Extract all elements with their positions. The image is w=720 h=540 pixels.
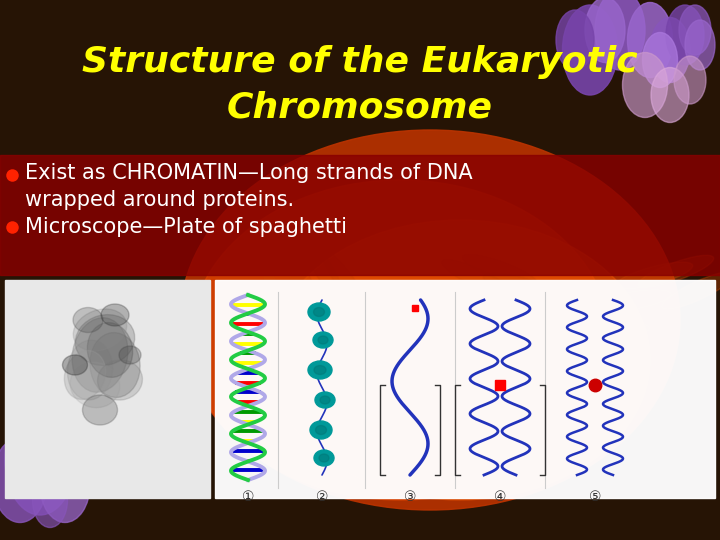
Ellipse shape <box>313 307 325 316</box>
Ellipse shape <box>421 284 491 327</box>
Ellipse shape <box>381 323 444 376</box>
Ellipse shape <box>401 311 467 359</box>
Ellipse shape <box>40 448 90 523</box>
Text: Structure of the Eukaryotic: Structure of the Eukaryotic <box>82 45 638 79</box>
Ellipse shape <box>570 322 650 341</box>
Ellipse shape <box>320 396 330 404</box>
Bar <box>5 280 210 498</box>
Ellipse shape <box>341 281 395 343</box>
Ellipse shape <box>87 322 132 377</box>
Ellipse shape <box>666 5 704 65</box>
Ellipse shape <box>68 340 112 400</box>
Ellipse shape <box>315 392 335 408</box>
Ellipse shape <box>562 5 618 95</box>
Text: wrapped around proteins.: wrapped around proteins. <box>25 190 294 210</box>
Ellipse shape <box>623 52 667 118</box>
Ellipse shape <box>308 361 332 379</box>
Ellipse shape <box>32 472 68 528</box>
Ellipse shape <box>650 17 690 83</box>
Ellipse shape <box>662 272 720 309</box>
Ellipse shape <box>319 454 329 462</box>
Ellipse shape <box>593 289 672 312</box>
Ellipse shape <box>315 426 326 435</box>
Ellipse shape <box>180 130 680 510</box>
Ellipse shape <box>628 3 672 78</box>
Ellipse shape <box>190 180 610 500</box>
Ellipse shape <box>616 262 693 289</box>
Text: Microscope—Plate of spaghetti: Microscope—Plate of spaghetti <box>25 217 347 237</box>
Ellipse shape <box>90 333 140 397</box>
Ellipse shape <box>595 0 645 70</box>
Ellipse shape <box>101 304 129 326</box>
Ellipse shape <box>5 405 75 515</box>
Text: ⑤: ⑤ <box>589 490 601 504</box>
Bar <box>215 280 715 498</box>
Ellipse shape <box>679 5 711 55</box>
Text: Exist as CHROMATIN—Long strands of DNA: Exist as CHROMATIN—Long strands of DNA <box>25 163 472 183</box>
Bar <box>0 155 720 275</box>
Text: Chromosome: Chromosome <box>227 91 493 125</box>
Ellipse shape <box>0 437 48 523</box>
Text: ③: ③ <box>404 490 416 504</box>
Ellipse shape <box>64 350 106 400</box>
Ellipse shape <box>63 355 88 375</box>
Ellipse shape <box>556 10 594 70</box>
Ellipse shape <box>314 366 326 375</box>
Ellipse shape <box>585 0 625 63</box>
Ellipse shape <box>462 254 538 287</box>
Ellipse shape <box>361 311 419 369</box>
Ellipse shape <box>76 315 135 366</box>
Ellipse shape <box>73 309 127 351</box>
Ellipse shape <box>119 346 141 364</box>
Ellipse shape <box>674 56 706 104</box>
Ellipse shape <box>483 273 561 300</box>
Text: ②: ② <box>316 490 328 504</box>
Ellipse shape <box>308 303 330 321</box>
Ellipse shape <box>526 334 606 353</box>
Ellipse shape <box>441 260 515 297</box>
Text: ④: ④ <box>494 490 506 504</box>
Ellipse shape <box>283 245 321 318</box>
Ellipse shape <box>548 340 628 358</box>
Ellipse shape <box>642 32 678 87</box>
Ellipse shape <box>639 255 714 287</box>
Ellipse shape <box>313 332 333 348</box>
Ellipse shape <box>302 235 346 305</box>
Ellipse shape <box>318 336 328 344</box>
Ellipse shape <box>73 307 103 333</box>
Ellipse shape <box>70 362 120 408</box>
Ellipse shape <box>322 250 370 316</box>
Ellipse shape <box>264 272 296 348</box>
Ellipse shape <box>314 450 334 466</box>
Ellipse shape <box>505 306 583 328</box>
Ellipse shape <box>651 68 689 123</box>
Ellipse shape <box>65 435 105 495</box>
Ellipse shape <box>97 360 143 400</box>
Ellipse shape <box>72 318 128 392</box>
Ellipse shape <box>83 395 117 425</box>
Ellipse shape <box>310 421 332 439</box>
Text: ①: ① <box>242 490 254 504</box>
Ellipse shape <box>685 20 715 70</box>
Ellipse shape <box>270 220 650 500</box>
